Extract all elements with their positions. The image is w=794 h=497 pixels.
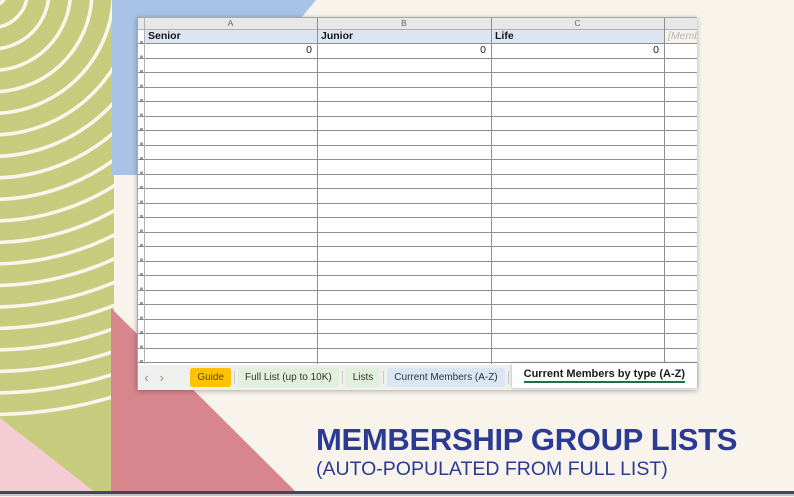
sheet-row[interactable] [138, 160, 697, 175]
sheet-row[interactable] [138, 146, 697, 160]
sheet-row[interactable] [138, 59, 697, 73]
cell-value[interactable]: 0 [306, 44, 312, 56]
sheet-tab-full-list-up-to-10k[interactable]: Full List (up to 10K) [238, 368, 339, 387]
page-title: MEMBERSHIP GROUP LISTS [316, 422, 738, 457]
tab-separator [234, 371, 235, 384]
sheet-row[interactable] [138, 334, 697, 349]
sheet-tab-guide[interactable]: Guide [190, 368, 231, 387]
sheet-row[interactable] [138, 117, 697, 131]
sheet-row[interactable] [138, 175, 697, 189]
column-letter-b[interactable]: B [401, 18, 407, 28]
sheet-grid: A B C Senior Junior Life [Memb 0 0 0 [138, 18, 697, 363]
tab-separator [383, 371, 385, 384]
sheet-tab-current-members-by-type-a-z[interactable]: Current Members by type (A-Z) [511, 363, 697, 388]
sheet-row[interactable] [138, 233, 697, 247]
chevron-right-icon[interactable]: › [159, 370, 164, 385]
concentric-arcs-graphic [0, 0, 417, 417]
column-letter-row: A B C [138, 18, 697, 30]
sheet-row[interactable] [138, 262, 697, 276]
sheet-row[interactable] [138, 218, 697, 233]
select-all-corner [138, 18, 144, 29]
cell-value[interactable]: 0 [480, 44, 486, 56]
spreadsheet-window: A B C Senior Junior Life [Memb 0 0 0 ‹ › Guide Ful… [137, 17, 697, 390]
header-cell-junior[interactable]: Junior [317, 30, 491, 43]
page-subtitle: (AUTO-POPULATED FROM FULL LIST) [316, 458, 668, 480]
sheet-row[interactable] [138, 88, 697, 102]
gridline-col-b-c [491, 18, 492, 364]
sheet-row[interactable] [138, 320, 697, 334]
sheet-tabs: Guide Full List (up to 10K) Lists Current M… [190, 363, 697, 390]
tab-separator [507, 371, 509, 384]
caption-block: MEMBERSHIP GROUP LISTS (AUTO-POPULATED F… [316, 424, 737, 480]
row-header-divider [144, 18, 145, 364]
sheet-row[interactable] [138, 73, 697, 88]
decor-bottom-strip [0, 491, 794, 496]
sheet-row[interactable] [138, 131, 697, 146]
sheet-row[interactable] [138, 247, 697, 262]
tab-separator [341, 371, 343, 384]
sheet-tab-bar: ‹ › Guide Full List (up to 10K) Lists Curre… [138, 363, 697, 390]
column-letter-c[interactable]: C [574, 18, 581, 28]
column-letter-a[interactable]: A [227, 18, 234, 28]
sheet-value-row: 0 0 0 [138, 44, 697, 59]
sheet-header-row: Senior Junior Life [Memb [138, 30, 697, 44]
sheet-row[interactable] [138, 291, 697, 305]
sheet-row[interactable] [138, 349, 697, 363]
row-numbers-clipped [140, 32, 143, 363]
header-cell-senior[interactable]: Senior [144, 30, 317, 43]
chevron-left-icon[interactable]: ‹ [144, 370, 149, 385]
sheet-row[interactable] [138, 102, 697, 117]
sheet-tab-current-members-a-z[interactable]: Current Members (A-Z) [387, 368, 505, 387]
active-tab-label: Current Members by type (A-Z) [523, 368, 685, 383]
cell-value[interactable]: 0 [653, 44, 659, 56]
header-cell-partial[interactable]: [Memb [664, 30, 697, 43]
gridline-col-a-b [317, 18, 318, 364]
sheet-row[interactable] [138, 276, 697, 291]
gridline-col-c-d [664, 18, 665, 364]
sheet-row[interactable] [138, 305, 697, 320]
sheet-row[interactable] [138, 204, 697, 218]
sheet-tab-lists[interactable]: Lists [345, 368, 381, 387]
header-cell-life[interactable]: Life [491, 30, 664, 43]
sheet-row[interactable] [138, 189, 697, 204]
column-letter-partial[interactable] [664, 18, 697, 29]
decor-olive-shape [0, 0, 417, 492]
